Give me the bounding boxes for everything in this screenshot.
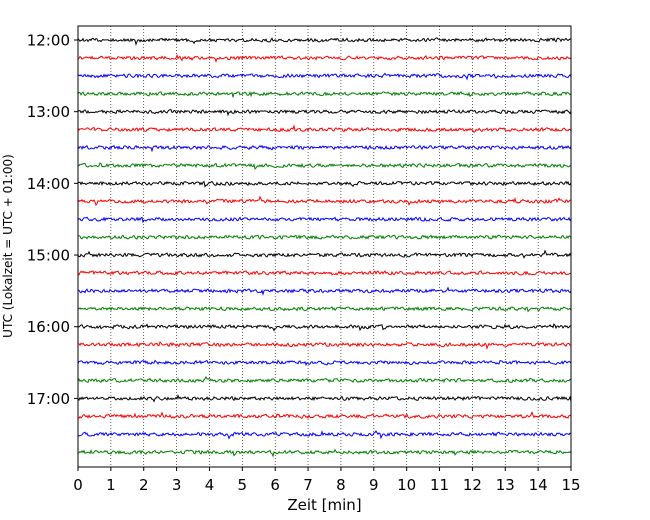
x-tick-label: 15 (561, 476, 580, 494)
trace-layer (77, 36, 572, 458)
x-tick-label: 4 (205, 476, 215, 494)
seismic-trace (77, 448, 572, 458)
seismic-trace (77, 180, 572, 188)
seismic-trace (77, 109, 572, 117)
y-tick-label: 17:00 (27, 390, 70, 408)
y-tick-label: 15:00 (27, 247, 70, 265)
seismic-trace (77, 286, 572, 296)
x-tick-label: 13 (496, 476, 515, 494)
y-tick-layer: 12:00 13:00 14:00 15:00 16:00 17:00 (27, 32, 78, 408)
x-tick-label: 11 (430, 476, 449, 494)
seismic-trace (77, 249, 572, 259)
seismic-trace (77, 410, 572, 419)
plot-frame (77, 25, 572, 468)
seismic-trace (77, 270, 572, 276)
x-tick-label: 0 (73, 476, 83, 494)
x-tick-label: 12 (463, 476, 482, 494)
y-tick-label: 12:00 (27, 32, 70, 50)
seismic-trace (77, 393, 572, 403)
seismic-trace (77, 36, 572, 46)
seismic-trace (77, 195, 572, 207)
seismic-trace (77, 124, 572, 133)
y-tick-label: 13:00 (27, 103, 70, 121)
seismic-trace (77, 323, 572, 332)
seismic-trace (77, 306, 572, 313)
x-axis-label: Zeit [min] (287, 496, 361, 514)
y-tick-label: 14:00 (27, 175, 70, 193)
seismic-trace (77, 341, 572, 350)
seismic-trace (77, 90, 572, 98)
seismic-trace (77, 234, 572, 240)
x-tick-label: 9 (369, 476, 379, 494)
x-tick-label: 10 (397, 476, 416, 494)
x-tick-label: 1 (106, 476, 116, 494)
x-tick-label: 5 (238, 476, 248, 494)
seismic-trace (77, 162, 572, 170)
seismic-trace (77, 144, 572, 153)
x-tick-label: 14 (529, 476, 548, 494)
x-tick-label: 6 (270, 476, 280, 494)
x-tick-layer: 0 1 2 3 4 5 6 7 8 9 10 11 12 13 14 15 (73, 467, 581, 494)
seismic-trace (77, 53, 572, 63)
seismic-trace (77, 72, 572, 81)
y-tick-label: 16:00 (27, 318, 70, 336)
seismic-trace (77, 359, 572, 367)
seismic-trace (77, 216, 572, 224)
x-tick-label: 8 (336, 476, 346, 494)
x-tick-label: 3 (172, 476, 182, 494)
y-axis-label: UTC (Lokalzeit = UTC + 01:00) (1, 154, 15, 338)
x-tick-label: 2 (139, 476, 149, 494)
seismic-trace (77, 375, 572, 384)
x-tick-label: 7 (303, 476, 313, 494)
seismic-trace (77, 429, 572, 440)
